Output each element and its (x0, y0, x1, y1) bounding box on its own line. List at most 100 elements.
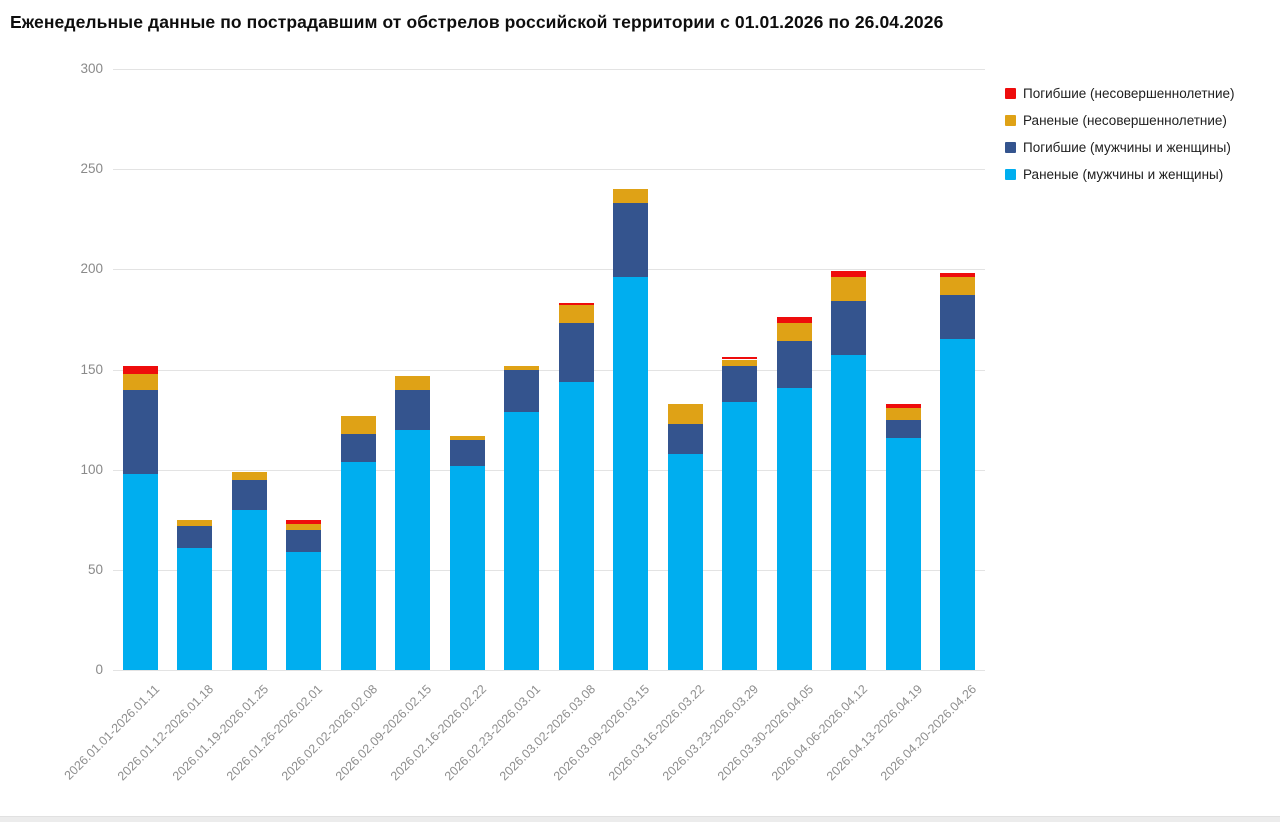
bar-segment (286, 519, 322, 524)
gridline (113, 169, 985, 171)
bar-segment (449, 435, 485, 440)
bar-segment (177, 525, 213, 548)
bar-segment (286, 529, 322, 552)
y-axis-tick-label: 250 (80, 161, 103, 177)
x-axis-tick-text: 2026.03.02-2026.03.08 (496, 682, 599, 784)
gridline (113, 369, 985, 371)
bar-segment (667, 423, 703, 454)
x-axis-tick-text: 2026.02.23-2026.03.01 (442, 682, 544, 784)
legend-swatch-icon (1005, 142, 1016, 153)
x-axis-tick-text: 2026.04.06-2026.04.12 (769, 682, 871, 784)
bottom-edge-strip (0, 816, 1280, 822)
x-axis-tick-text: 2026.01.26-2026.02.01 (224, 682, 326, 784)
bar (231, 69, 267, 670)
bar-segment (449, 465, 485, 670)
x-axis-tick-text: 2026.04.20-2026.04.26 (878, 682, 980, 784)
bar (776, 69, 812, 670)
bar-segment (885, 407, 921, 420)
y-axis-tick-label: 300 (80, 61, 103, 76)
x-axis-tick-text: 2026.02.02-2026.02.08 (278, 682, 381, 784)
bar-segment (558, 323, 594, 382)
bar (449, 69, 485, 670)
y-axis-tick-label: 0 (95, 662, 103, 677)
bar-segment (940, 273, 976, 278)
bar-segment (122, 473, 158, 670)
bar-segment (504, 411, 540, 670)
bar (286, 69, 322, 670)
bar-segment (504, 365, 540, 370)
gridline (113, 69, 985, 70)
bar (504, 69, 540, 670)
bar-segment (340, 433, 376, 462)
bar-segment (558, 305, 594, 324)
x-axis-tick-text: 2026.03.23-2026.03.29 (660, 682, 762, 784)
legend-label: Погибшие (мужчины и женщины) (1023, 140, 1231, 155)
legend-item: Раненые (несовершеннолетние) (1005, 107, 1235, 134)
bar-segment (613, 203, 649, 278)
bar-segment (504, 369, 540, 412)
bar (940, 69, 976, 670)
bar-segment (613, 189, 649, 204)
chart-title: Еженедельные данные по пострадавшим от о… (10, 12, 944, 32)
bar-segment (340, 461, 376, 670)
x-axis-tick-text: 2026.03.16-2026.03.22 (605, 682, 708, 784)
bar (340, 69, 376, 670)
bar-segment (177, 519, 213, 526)
bar-segment (286, 551, 322, 670)
y-axis-tick-label: 50 (87, 561, 103, 577)
bar-segment (286, 523, 322, 530)
legend-item: Погибшие (мужчины и женщины) (1005, 134, 1235, 161)
bar-segment (776, 387, 812, 670)
bar-segment (722, 401, 758, 670)
bar-segment (831, 271, 867, 278)
bar-segment (885, 419, 921, 438)
bar (885, 69, 921, 670)
bar-segment (231, 479, 267, 510)
y-axis-tick-label: 200 (80, 261, 103, 277)
bar-segment (122, 365, 158, 374)
legend-swatch-icon (1005, 115, 1016, 126)
bar-segment (395, 375, 431, 390)
legend-label: Погибшие (несовершеннолетние) (1023, 86, 1235, 101)
bar-segment (667, 403, 703, 424)
y-axis-tick-label: 100 (80, 461, 103, 477)
bar-segment (722, 357, 758, 360)
bar-segment (776, 323, 812, 342)
bar (831, 69, 867, 670)
bar-segment (231, 509, 267, 670)
bar-segment (940, 295, 976, 340)
legend-label: Раненые (мужчины и женщины) (1023, 167, 1224, 182)
bar-segment (940, 277, 976, 296)
bar (722, 69, 758, 670)
bar (558, 69, 594, 670)
bar (667, 69, 703, 670)
bar-segment (177, 547, 213, 670)
bar-segment (885, 403, 921, 408)
x-axis-tick-text: 2026.01.19-2026.01.25 (169, 682, 272, 784)
bar-segment (122, 373, 158, 390)
x-axis-tick-text: 2026.04.13-2026.04.19 (823, 682, 926, 784)
legend-label: Раненые (несовершеннолетние) (1023, 113, 1227, 128)
bar-segment (449, 439, 485, 466)
x-axis-tick-text: 2026.03.30-2026.04.05 (714, 682, 817, 784)
bar-segment (558, 381, 594, 670)
x-axis-tick-text: 2026.01.01-2026.01.11 (61, 682, 163, 783)
bar-segment (122, 389, 158, 474)
bar-segment (667, 453, 703, 670)
y-axis-tick-label: 150 (80, 361, 103, 377)
bar-segment (776, 341, 812, 388)
gridline (113, 670, 985, 671)
bar-segment (395, 389, 431, 430)
bar-segment (558, 303, 594, 306)
bar (177, 69, 213, 670)
bar-segment (340, 415, 376, 434)
bar-segment (395, 429, 431, 670)
bar-segment (722, 365, 758, 402)
bar-segment (940, 339, 976, 670)
legend-swatch-icon (1005, 88, 1016, 99)
gridline (113, 469, 985, 471)
bar-segment (831, 355, 867, 670)
legend-item: Погибшие (несовершеннолетние) (1005, 80, 1235, 107)
x-axis-tick-text: 2026.03.09-2026.03.15 (551, 682, 653, 784)
